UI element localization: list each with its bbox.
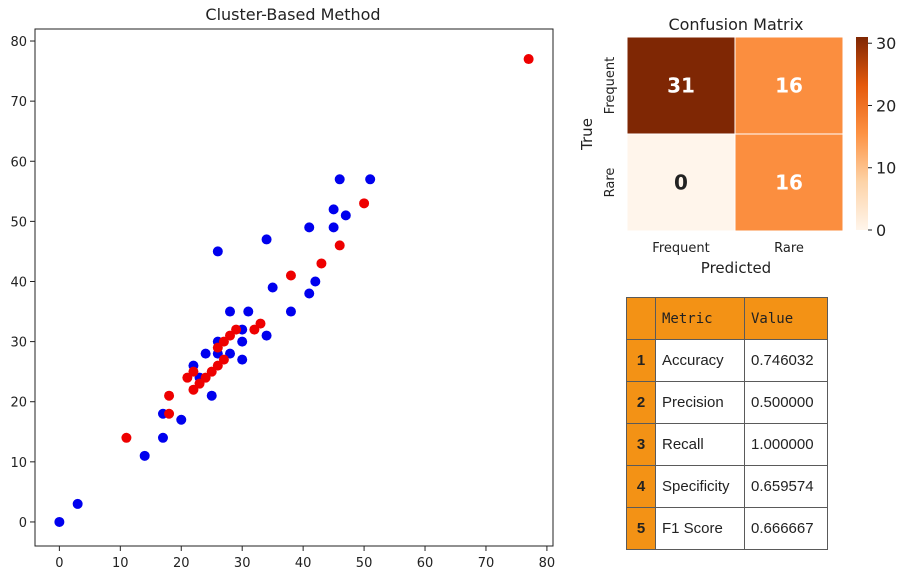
blue-point xyxy=(212,246,223,257)
y-tick-label: 40 xyxy=(10,275,27,290)
blue-point xyxy=(285,306,296,317)
row-index: 4 xyxy=(626,465,656,508)
red-point xyxy=(212,360,223,371)
blue-point xyxy=(139,450,150,461)
blue-point xyxy=(261,234,272,245)
blue-point xyxy=(176,414,187,425)
x-tick-label: 80 xyxy=(539,556,556,571)
blue-point xyxy=(328,222,339,233)
blue-point xyxy=(261,330,272,341)
blue-point xyxy=(304,222,315,233)
y-tick-label: 80 xyxy=(10,35,27,50)
table-row: 3 Recall 1.000000 xyxy=(626,423,828,466)
metric-value: 1.000000 xyxy=(744,423,828,466)
scatter-points xyxy=(54,54,534,527)
x-tick-label: 60 xyxy=(417,556,434,571)
red-point xyxy=(523,54,534,65)
scatter-y-ticks: 0 10 20 30 40 50 60 70 80 xyxy=(10,35,35,531)
blue-point xyxy=(304,288,315,299)
metrics-header-metric: Metric xyxy=(655,297,745,340)
red-point xyxy=(255,318,266,329)
red-point xyxy=(218,336,229,347)
blue-point xyxy=(72,498,83,509)
row-index: 1 xyxy=(626,339,656,382)
red-point xyxy=(194,378,205,389)
blue-point xyxy=(340,210,351,221)
row-index: 5 xyxy=(626,507,656,550)
red-point xyxy=(231,324,242,335)
metric-name: Recall xyxy=(655,423,745,466)
red-point xyxy=(164,390,175,401)
metric-name: Specificity xyxy=(655,465,745,508)
x-tick-label: 10 xyxy=(112,556,129,571)
table-row: 4 Specificity 0.659574 xyxy=(626,465,828,508)
x-tick-label: 40 xyxy=(295,556,312,571)
red-point xyxy=(188,366,199,377)
red-point xyxy=(182,372,193,383)
metric-name: F1 Score xyxy=(655,507,745,550)
blue-point xyxy=(237,354,248,365)
scatter-x-ticks: 0 10 20 30 40 50 60 70 80 xyxy=(55,546,555,571)
red-point xyxy=(188,384,199,395)
red-point xyxy=(200,372,211,383)
blue-point xyxy=(365,174,376,185)
metrics-header-corner xyxy=(626,297,656,340)
y-tick-label: 30 xyxy=(10,336,27,351)
y-tick-label: 70 xyxy=(10,95,27,110)
x-tick-label: 0 xyxy=(55,556,63,571)
red-point xyxy=(225,330,236,341)
blue-point xyxy=(328,204,339,215)
x-tick-label: 20 xyxy=(173,556,190,571)
metric-value: 0.666667 xyxy=(744,507,828,550)
y-tick-label: 50 xyxy=(10,215,27,230)
metric-value: 0.746032 xyxy=(744,339,828,382)
blue-point xyxy=(310,276,321,287)
x-tick-label: 30 xyxy=(234,556,251,571)
y-tick-label: 0 xyxy=(19,516,27,531)
blue-point xyxy=(157,432,168,443)
blue-point xyxy=(54,516,65,527)
blue-point xyxy=(267,282,278,293)
red-point xyxy=(285,270,296,281)
metrics-header-value: Value xyxy=(744,297,828,340)
row-index: 3 xyxy=(626,423,656,466)
y-tick-label: 10 xyxy=(10,456,27,471)
x-tick-label: 70 xyxy=(478,556,495,571)
scatter-plot-area xyxy=(34,28,554,547)
table-row: 2 Precision 0.500000 xyxy=(626,381,828,424)
red-point xyxy=(249,324,260,335)
blue-point xyxy=(334,174,345,185)
red-point xyxy=(359,198,370,209)
scatter-title: Cluster-Based Method xyxy=(205,5,380,24)
metric-name: Precision xyxy=(655,381,745,424)
metric-value: 0.659574 xyxy=(744,465,828,508)
metrics-table-header: Metric Value xyxy=(626,297,828,340)
blue-point xyxy=(200,348,211,359)
row-index: 2 xyxy=(626,381,656,424)
metrics-table: Metric Value 1 Accuracy 0.746032 2 Preci… xyxy=(626,297,828,550)
blue-point xyxy=(243,306,254,317)
y-tick-label: 20 xyxy=(10,396,27,411)
red-point xyxy=(218,354,229,365)
red-point xyxy=(334,240,345,251)
blue-point xyxy=(225,348,236,359)
metric-value: 0.500000 xyxy=(744,381,828,424)
red-point xyxy=(206,366,217,377)
red-point xyxy=(121,432,132,443)
red-point xyxy=(316,258,327,269)
blue-point xyxy=(206,390,217,401)
table-row: 5 F1 Score 0.666667 xyxy=(626,507,828,550)
metric-name: Accuracy xyxy=(655,339,745,382)
red-point xyxy=(164,408,175,419)
blue-point xyxy=(225,306,236,317)
red-point xyxy=(212,342,223,353)
table-row: 1 Accuracy 0.746032 xyxy=(626,339,828,382)
blue-point xyxy=(237,336,248,347)
x-tick-label: 50 xyxy=(356,556,373,571)
y-tick-label: 60 xyxy=(10,155,27,170)
